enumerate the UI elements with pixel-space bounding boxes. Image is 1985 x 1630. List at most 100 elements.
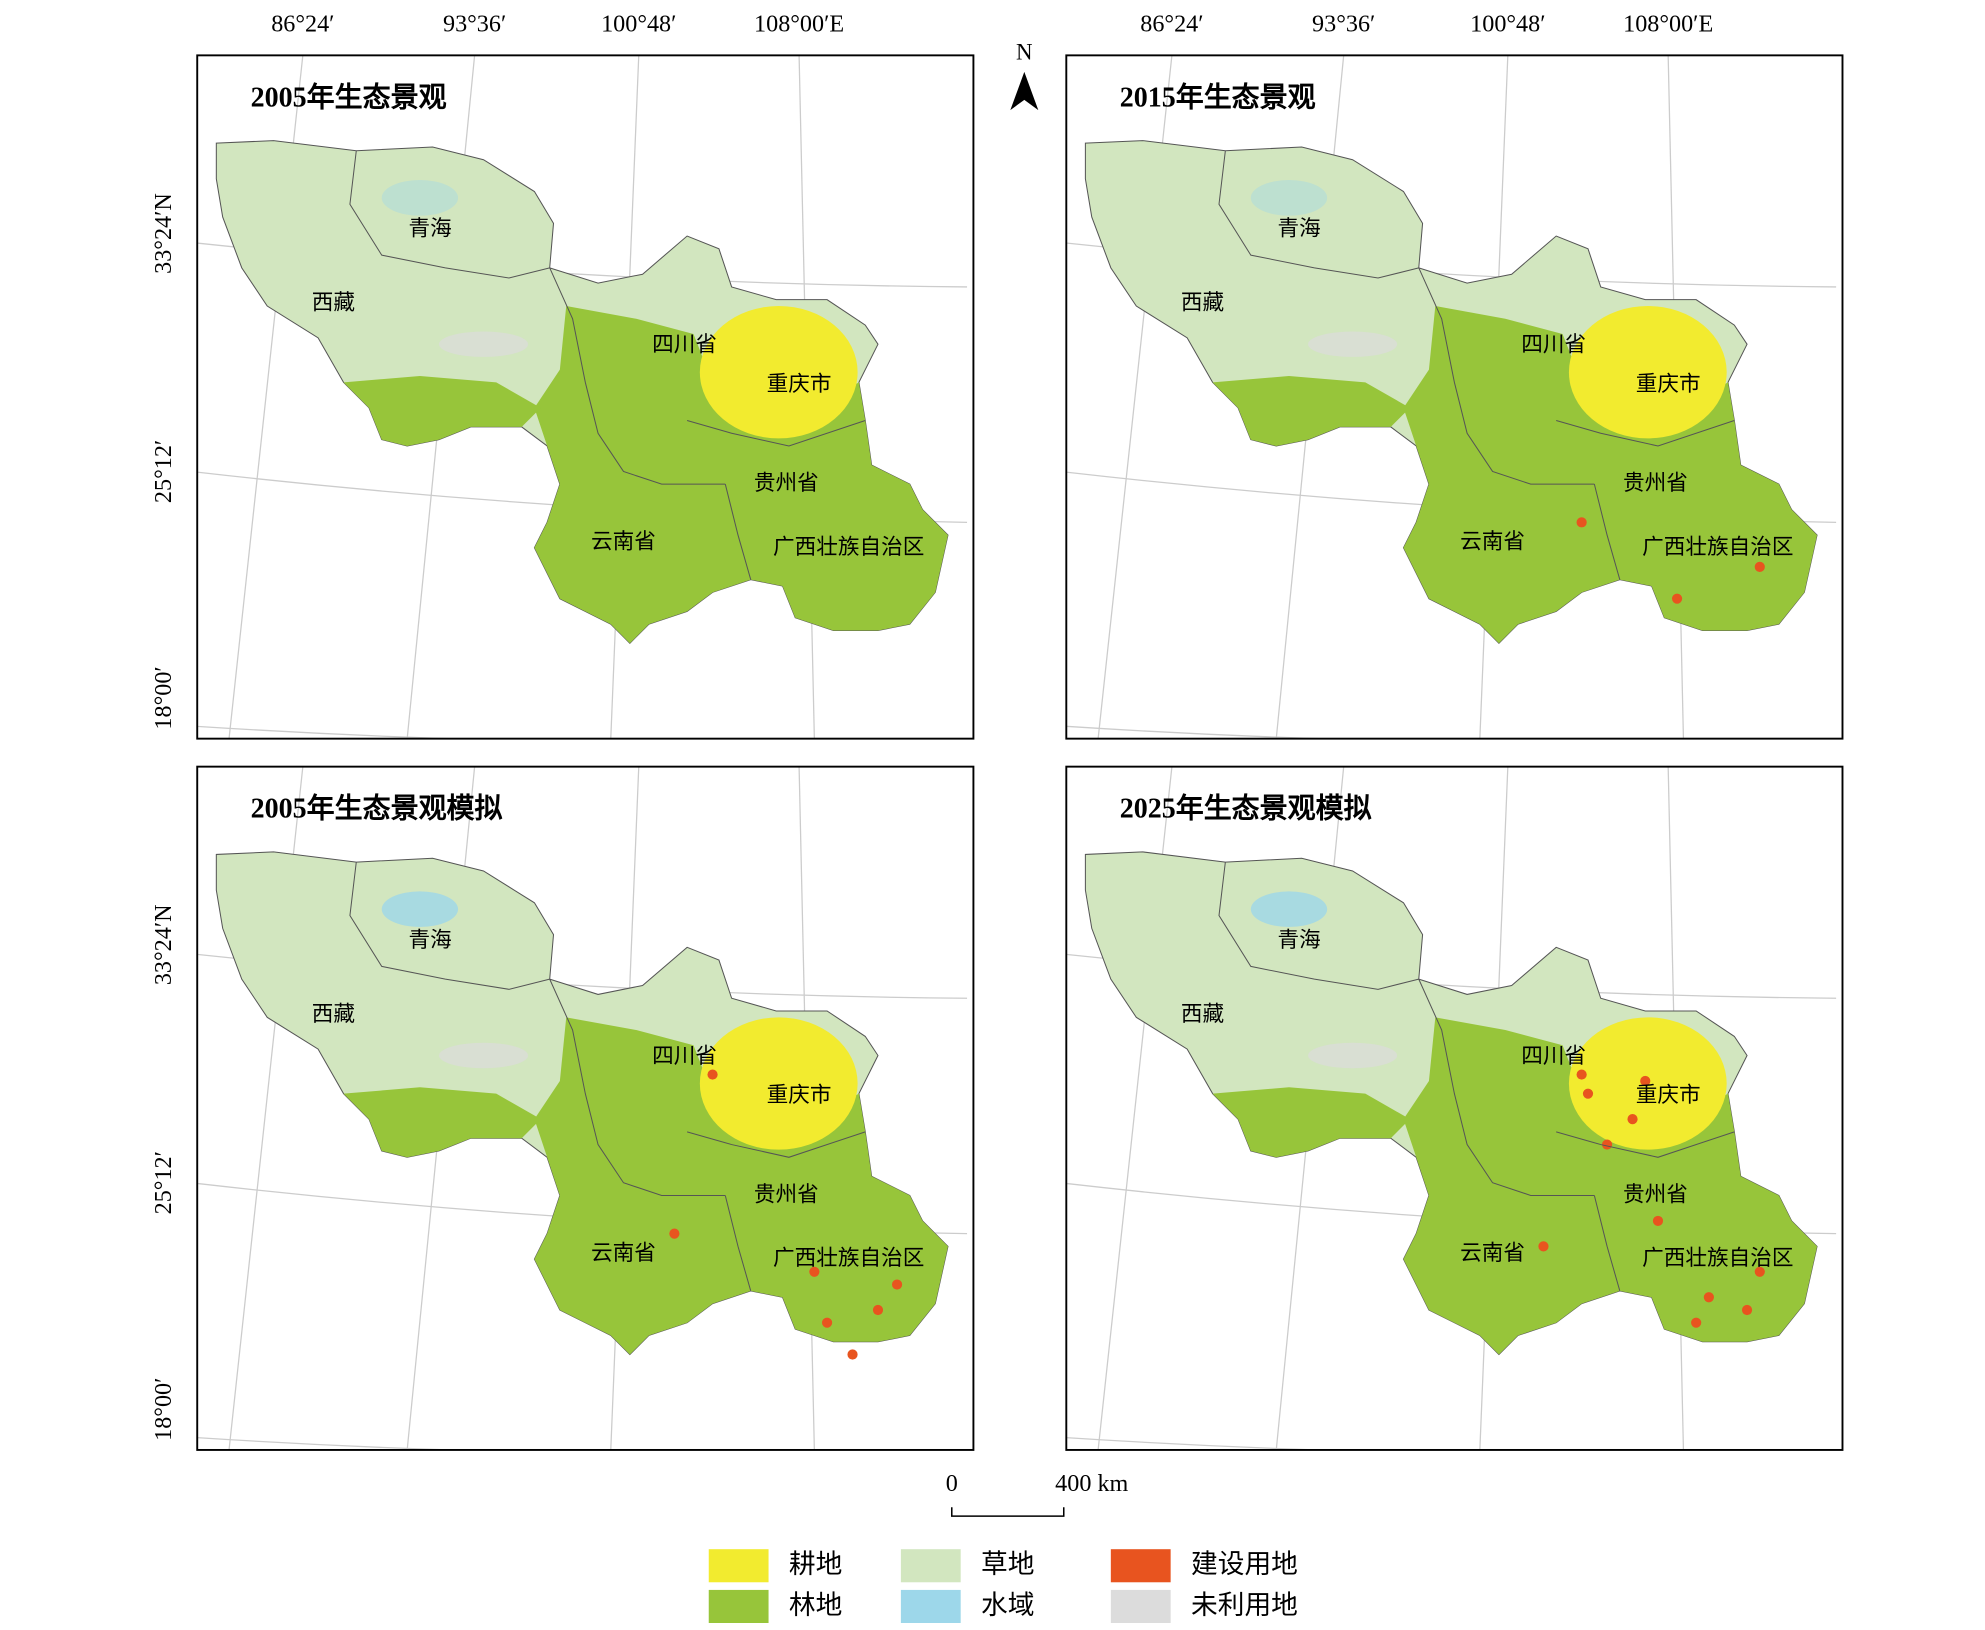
latitude-label: 25°12′ bbox=[150, 440, 177, 503]
legend-label: 未利用地 bbox=[1191, 1590, 1298, 1621]
province-border bbox=[686, 1131, 866, 1158]
region-label: 云南省 bbox=[591, 1241, 656, 1266]
panel-title: 2005年生态景观 bbox=[251, 80, 447, 113]
region-label: 四川省 bbox=[652, 1044, 717, 1069]
region-label: 广西壮族自治区 bbox=[1642, 535, 1793, 560]
province-border bbox=[724, 1195, 752, 1292]
latitude-label: 33°24′N bbox=[150, 904, 177, 985]
legend-label: 草地 bbox=[981, 1549, 1034, 1580]
north-arrow: N bbox=[1010, 39, 1039, 111]
scale-bar: 0 400 km bbox=[946, 1470, 1129, 1517]
cropland-area bbox=[1568, 306, 1727, 439]
longitude-label: 100°48′ bbox=[1470, 11, 1545, 38]
graticule-line bbox=[1066, 725, 1837, 739]
built-up-spot bbox=[821, 1317, 833, 1328]
built-up-spot bbox=[1754, 561, 1765, 572]
region-label: 四川省 bbox=[1521, 332, 1586, 357]
panel-frame bbox=[1065, 765, 1844, 1451]
cropland-area bbox=[699, 1017, 858, 1150]
water-area bbox=[381, 180, 459, 216]
region-label: 重庆市 bbox=[767, 372, 832, 397]
region-label: 贵州省 bbox=[754, 1182, 819, 1207]
latitude-label: 33°24′N bbox=[150, 193, 177, 274]
region-label: 西藏 bbox=[1181, 290, 1224, 315]
province-border bbox=[549, 267, 726, 485]
panel-frame bbox=[196, 54, 975, 740]
region-label: 云南省 bbox=[591, 530, 656, 555]
legend-label: 水域 bbox=[981, 1590, 1034, 1621]
longitude-label: 93°36′ bbox=[443, 11, 506, 38]
region-label: 西藏 bbox=[1181, 1002, 1224, 1027]
built-up-spot bbox=[809, 1266, 820, 1277]
built-up-spot bbox=[1538, 1241, 1549, 1252]
forest-area bbox=[1212, 376, 1410, 446]
longitude-label: 86°24′ bbox=[1140, 11, 1203, 38]
region-label: 西藏 bbox=[312, 290, 355, 315]
panel-content bbox=[197, 55, 968, 739]
longitude-label: 93°36′ bbox=[1312, 11, 1375, 38]
latitude-label: 18°00′ bbox=[150, 1378, 177, 1441]
province-border bbox=[1593, 484, 1621, 580]
panel-title: 2025年生态景观模拟 bbox=[1120, 792, 1372, 825]
built-up-spot bbox=[707, 1069, 718, 1080]
region-label: 贵州省 bbox=[1623, 471, 1688, 496]
province-border bbox=[1418, 978, 1595, 1196]
region-label: 青海 bbox=[408, 928, 451, 953]
legend-label: 耕地 bbox=[789, 1549, 842, 1580]
graticule-line bbox=[197, 1436, 968, 1450]
water-area bbox=[1250, 180, 1328, 216]
unused-area bbox=[1308, 1042, 1398, 1069]
region-label: 云南省 bbox=[1460, 1241, 1525, 1266]
region-label: 四川省 bbox=[652, 332, 717, 357]
longitude-label: 108°00′E bbox=[754, 11, 844, 38]
province-border bbox=[1593, 1195, 1621, 1292]
province-border bbox=[1418, 267, 1595, 485]
province-border bbox=[349, 150, 550, 279]
built-up-spot bbox=[1627, 1114, 1638, 1125]
panel-content bbox=[197, 766, 968, 1450]
region-label: 重庆市 bbox=[1636, 372, 1701, 397]
panel-title: 2015年生态景观 bbox=[1120, 80, 1316, 113]
longitude-label: 86°24′ bbox=[271, 11, 334, 38]
legend-label: 建设用地 bbox=[1191, 1549, 1298, 1580]
north-arrow-shape bbox=[1010, 71, 1039, 111]
panel-frame bbox=[196, 765, 975, 1451]
built-up-spot bbox=[1671, 593, 1683, 604]
region-label: 贵州省 bbox=[1623, 1182, 1688, 1207]
scale-bar-line bbox=[951, 1507, 1065, 1517]
region-label: 广西壮族自治区 bbox=[1642, 1246, 1793, 1271]
province-border bbox=[1556, 1131, 1735, 1158]
latitude-label: 18°00′ bbox=[150, 666, 177, 729]
built-up-spot bbox=[1703, 1292, 1714, 1303]
north-label: N bbox=[1016, 39, 1033, 64]
region-label: 青海 bbox=[1278, 928, 1321, 953]
province-border bbox=[1218, 150, 1419, 279]
region-label: 西藏 bbox=[312, 1002, 355, 1027]
built-up-spot bbox=[1640, 1075, 1651, 1087]
province-border bbox=[724, 484, 752, 580]
legend-swatch bbox=[708, 1549, 769, 1583]
graticule-line bbox=[197, 725, 968, 739]
built-up-spot bbox=[669, 1228, 680, 1239]
region-label: 四川省 bbox=[1521, 1044, 1586, 1069]
legend-swatch bbox=[900, 1549, 961, 1583]
forest-area bbox=[343, 376, 541, 446]
region-label: 广西壮族自治区 bbox=[773, 535, 924, 560]
legend-swatch bbox=[1110, 1549, 1171, 1583]
graticule-line bbox=[1066, 1436, 1837, 1450]
unused-area bbox=[438, 1042, 529, 1069]
legend-swatch bbox=[1110, 1589, 1171, 1623]
latitude-label: 25°12′ bbox=[150, 1151, 177, 1214]
region-label: 重庆市 bbox=[1636, 1083, 1701, 1108]
province-border bbox=[686, 420, 866, 447]
province-border bbox=[549, 978, 726, 1196]
built-up-spot bbox=[1576, 517, 1587, 528]
built-up-spot bbox=[891, 1279, 903, 1290]
built-up-spot bbox=[1576, 1069, 1587, 1080]
forest-area bbox=[1212, 1087, 1410, 1158]
province-border bbox=[1218, 862, 1419, 990]
water-area bbox=[1250, 891, 1328, 927]
